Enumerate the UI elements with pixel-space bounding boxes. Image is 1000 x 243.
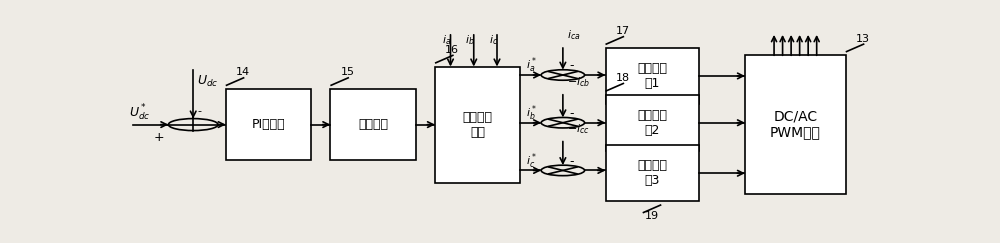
Text: 15: 15 [340,67,354,77]
Text: $i^*_b$: $i^*_b$ [526,104,537,123]
FancyBboxPatch shape [606,48,698,104]
Text: +: + [154,131,164,144]
Text: 13: 13 [856,34,870,43]
Text: $-i_{cc}$: $-i_{cc}$ [567,122,590,136]
FancyBboxPatch shape [606,95,698,151]
Text: $U_{dc}$: $U_{dc}$ [197,74,218,89]
FancyBboxPatch shape [435,67,520,182]
Text: PI调节器: PI调节器 [252,118,285,131]
Text: -: - [569,107,574,120]
Text: 限幅电路: 限幅电路 [358,118,388,131]
Text: -: - [197,106,201,116]
Text: $i_a$: $i_a$ [442,33,451,47]
Text: 17: 17 [615,26,630,36]
Text: 滞环调节
器3: 滞环调节 器3 [637,159,667,187]
Text: -: - [569,60,574,72]
Text: $i_{ca}$: $i_{ca}$ [567,28,580,42]
Text: $i^*_a$: $i^*_a$ [526,56,537,75]
Text: 滞环调节
器1: 滞环调节 器1 [637,62,667,90]
FancyBboxPatch shape [330,89,416,160]
Text: $-i_{cb}$: $-i_{cb}$ [567,75,590,89]
FancyBboxPatch shape [606,145,698,201]
Text: $i_c$: $i_c$ [489,33,498,47]
Text: 19: 19 [645,211,659,221]
Text: -: - [569,155,574,168]
Text: 滞环调节
器2: 滞环调节 器2 [637,109,667,137]
Text: $i_b$: $i_b$ [465,33,475,47]
FancyBboxPatch shape [745,55,846,194]
Text: 18: 18 [615,73,630,83]
Text: 14: 14 [236,67,250,77]
Text: DC/AC
PWM驱动: DC/AC PWM驱动 [770,110,821,140]
Text: 16: 16 [445,45,459,55]
FancyBboxPatch shape [226,89,311,160]
Text: 谐波检测
模块: 谐波检测 模块 [463,111,493,139]
Text: $U^*_{dc}$: $U^*_{dc}$ [129,103,150,123]
Text: $i^*_c$: $i^*_c$ [526,151,537,171]
